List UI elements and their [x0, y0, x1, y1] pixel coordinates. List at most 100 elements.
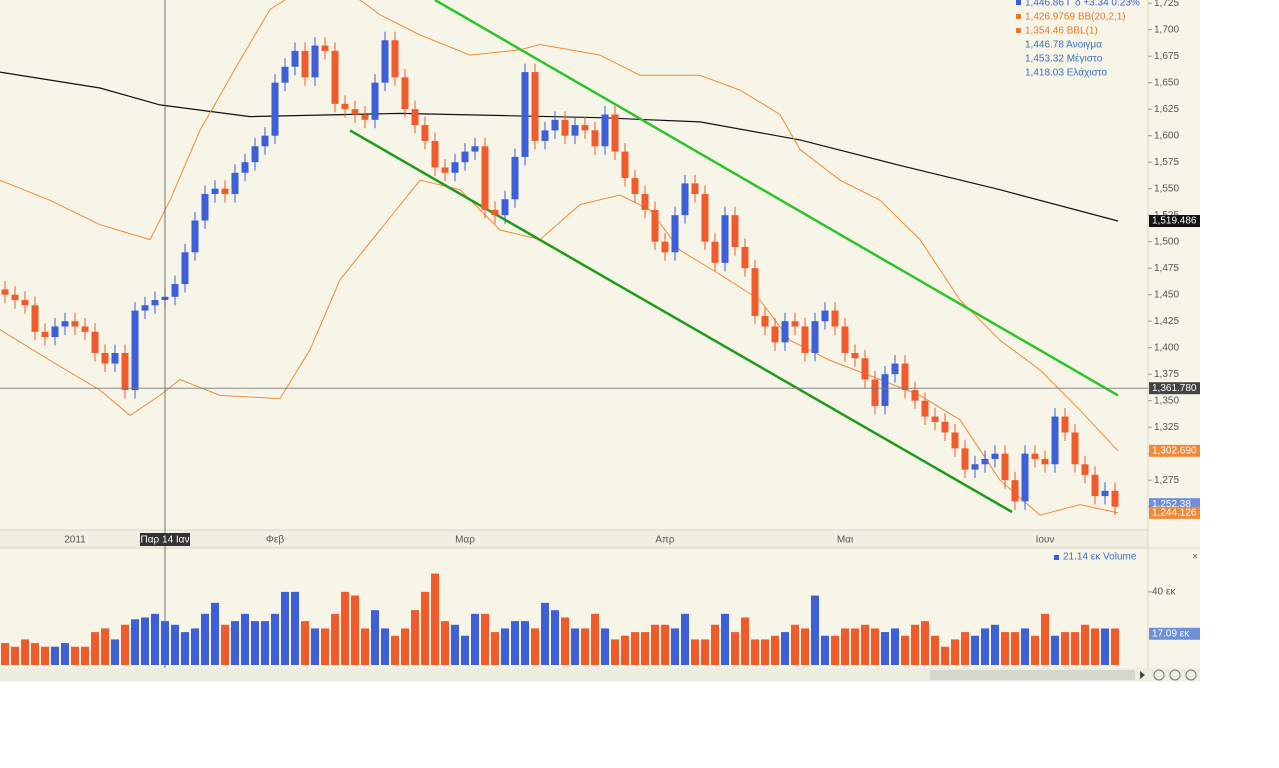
volume-bar: [111, 639, 119, 665]
y-tick-label: 1,400: [1154, 342, 1179, 353]
volume-legend: 21.14 εκ Volume: [1063, 552, 1137, 563]
indicator-line: [0, 179, 1119, 516]
candle-body: [871, 379, 879, 406]
volume-bar: [281, 591, 289, 665]
volume-bar: [661, 624, 669, 665]
y-tick-label: 1,675: [1154, 51, 1179, 62]
volume-bar: [171, 624, 179, 665]
volume-bar: [1071, 632, 1079, 665]
candle-body: [761, 315, 769, 327]
volume-bar: [451, 624, 459, 665]
zoom-in[interactable]: [1169, 669, 1181, 681]
volume-bar: [741, 617, 749, 665]
candle-body: [31, 305, 39, 332]
legend-text: 1,453.32 Μέγιστο: [1025, 53, 1103, 65]
volume-bar: [291, 591, 299, 665]
volume-bar: [31, 643, 39, 665]
volume-bar: [191, 628, 199, 665]
x-tick-label: Απρ: [655, 535, 675, 546]
zoom-out[interactable]: [1153, 669, 1165, 681]
volume-bar: [1031, 635, 1039, 665]
price-tag-label: 1,302.690: [1152, 445, 1197, 456]
scroll-arrow[interactable]: [1140, 671, 1145, 679]
candle-body: [1061, 416, 1069, 433]
legend-text: 1,354.46 BBL(1): [1025, 26, 1098, 37]
volume-bar: [751, 639, 759, 665]
scrollbar-track[interactable]: [0, 668, 1200, 681]
volume-bar: [761, 639, 769, 665]
candle-body: [281, 66, 289, 83]
chart-background: [0, 0, 1200, 682]
candle-body: [601, 114, 609, 147]
volume-bar: [901, 635, 909, 665]
candle-body: [811, 321, 819, 353]
indicator-line: [349, 129, 1013, 514]
candle-body: [491, 209, 499, 216]
indicator-line: [0, 71, 1119, 222]
volume-bar: [961, 632, 969, 665]
volume-bar: [681, 613, 689, 665]
volume-bar: [561, 617, 569, 665]
volume-bar: [101, 628, 109, 665]
volume-bar: [21, 639, 29, 665]
candle-body: [401, 77, 409, 110]
volume-bar: [351, 595, 359, 665]
candle-body: [831, 310, 839, 327]
y-tick-label: 1,425: [1154, 316, 1179, 327]
volume-bar: [201, 613, 209, 665]
y-tick-label: 1,325: [1154, 422, 1179, 433]
candle-body: [971, 464, 979, 470]
candle-body: [181, 252, 189, 285]
volume-bar: [131, 619, 139, 665]
candle-body: [381, 40, 389, 83]
candle-body: [361, 114, 369, 120]
volume-bar: [791, 624, 799, 665]
candle-body: [221, 188, 229, 194]
volume-bar: [271, 613, 279, 665]
candle-body: [331, 50, 339, 104]
volume-bar: [1021, 628, 1029, 665]
price-tag-label: 1,519.486: [1152, 216, 1197, 227]
volume-bar: [811, 595, 819, 665]
volume-bar: [341, 591, 349, 665]
candle-body: [321, 45, 329, 51]
legend-marker: [1016, 28, 1021, 33]
price-tag: [1149, 215, 1200, 228]
close-icon[interactable]: ×: [1192, 552, 1198, 563]
candle-body: [111, 352, 119, 364]
candle-body: [1111, 490, 1119, 507]
candle-body: [541, 130, 549, 141]
candle-body: [851, 352, 859, 359]
candle-body: [641, 193, 649, 210]
candle-body: [121, 352, 129, 391]
candle-body: [721, 215, 729, 263]
candle-body: [501, 199, 509, 216]
zoom-reset[interactable]: [1185, 669, 1197, 681]
y-tick-label: 40 εκ: [1152, 587, 1176, 598]
price-tag-label: 1,361.780: [1152, 383, 1197, 394]
volume-bar: [871, 628, 879, 665]
y-tick-label: 1,650: [1154, 77, 1179, 88]
volume-bar: [1081, 624, 1089, 665]
candle-body: [441, 167, 449, 173]
candle-body: [11, 294, 19, 300]
candle-body: [691, 183, 699, 194]
candle-body: [1101, 490, 1109, 497]
volume-bar: [921, 621, 929, 665]
volume-bar: [321, 628, 329, 665]
volume-bar: [261, 621, 269, 665]
candle-body: [411, 109, 419, 126]
legend-text: 1,446.86 Γ δ +3.34 0.23%: [1025, 0, 1140, 9]
volume-bar: [731, 632, 739, 665]
volume-bar: [301, 621, 309, 665]
volume-bar: [511, 621, 519, 665]
candle-body: [141, 305, 149, 311]
x-tick-label: Ιουν: [1036, 535, 1055, 546]
candle-body: [821, 310, 829, 322]
volume-bar: [441, 621, 449, 665]
price-tag-label: 1,244.126: [1152, 508, 1197, 519]
candle-body: [91, 331, 99, 353]
candle-body: [131, 310, 139, 391]
scrollbar-thumb[interactable]: [930, 670, 1135, 680]
candle-body: [741, 246, 749, 269]
